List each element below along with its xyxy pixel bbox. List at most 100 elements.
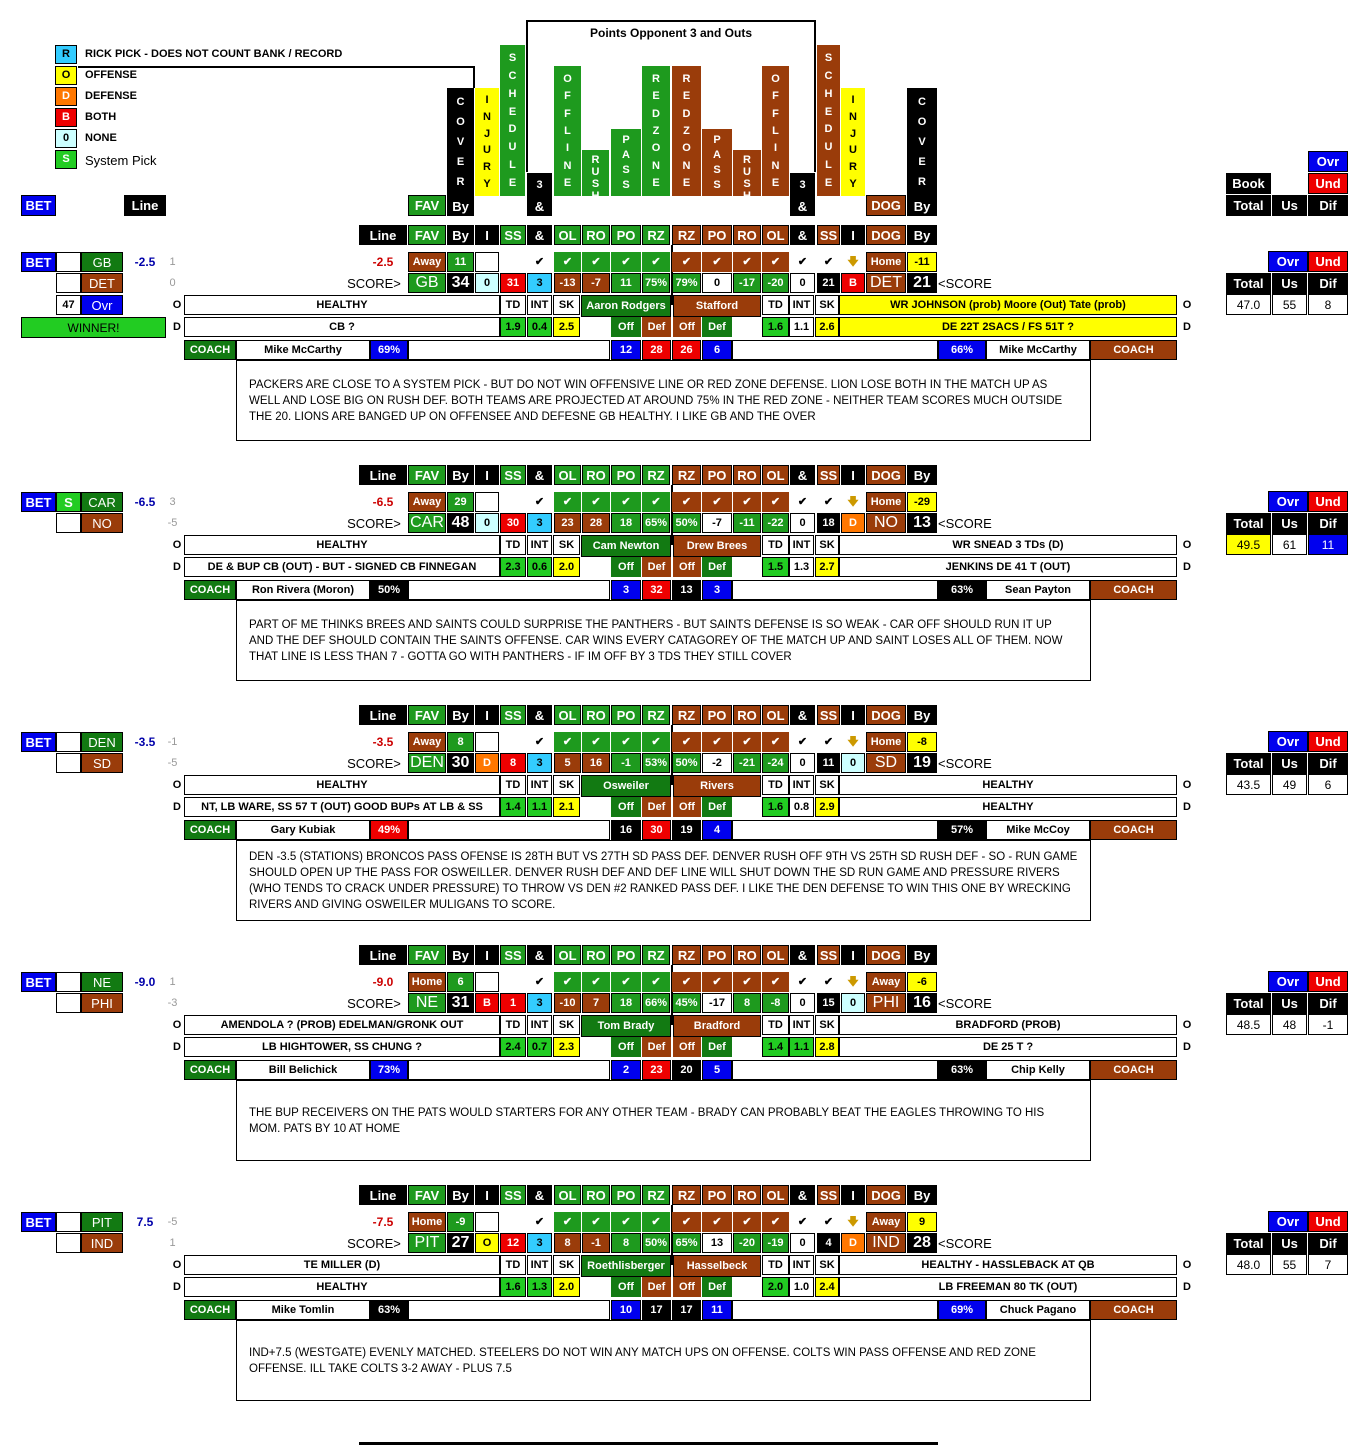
check-cell: ✔ [554,492,581,512]
bet-label[interactable]: BET [21,732,56,752]
vertical-letter: S [713,163,721,176]
dog-defense-injury: HEALTHY [839,797,1177,817]
column-header: RO [733,465,761,485]
legend-label: OFFENSE [85,69,137,81]
fav-indicator: B [475,993,499,1013]
fav-line: -3.5 [134,735,156,749]
ovr-label: Ovr [1268,251,1308,272]
vertical-letter: A [713,149,721,162]
line-a: 1 [169,255,176,268]
bet-label[interactable]: BET [21,252,56,272]
td-label: TD [500,1255,526,1275]
column-header: SS [500,705,526,725]
column-header: RO [582,705,610,725]
dog-td: 1.4 [762,1037,789,1057]
def-label: Def [642,317,671,337]
book-total: 48.0 [1226,1254,1271,1275]
dog-indicator: 0 [841,753,865,773]
check-cell: ✔ [554,1212,581,1232]
dog-defense-injury: JENKINS DE 41 T (OUT) [839,557,1177,577]
column-header: OL [762,705,789,725]
check-cell: ✔ [702,1212,732,1232]
us-total: 48 [1272,1014,1307,1035]
vertical-letter: U [849,144,857,157]
td-label: TD [500,775,526,795]
check-cell: ✔ [527,492,552,512]
score-cell: 8 [554,1233,581,1253]
fav-td: 1.6 [500,1277,526,1297]
score-cell: -20 [762,273,789,293]
analysis-note: DEN -3.5 (STATIONS) BRONCOS PASS OFENSE … [236,840,1091,921]
line-b: 1 [169,1236,176,1249]
vertical-letter: R [682,72,691,85]
score-cell: -7 [582,273,610,293]
blank-bar [408,340,610,360]
venue-dog: Home [866,732,906,752]
def-label: Def [702,797,732,817]
bet-label[interactable]: BET [21,1212,56,1232]
column-header: SS [500,945,526,965]
fav-score: 31 [447,993,474,1013]
venue-fav: Home [408,1212,446,1232]
o-label: O [1182,778,1192,791]
score-cell: 11 [817,753,840,773]
arrow-cell: 🡇 [847,735,859,748]
check-cell: ✔ [554,252,581,272]
by-dog: -8 [907,732,937,752]
dog-int: 1.1 [789,1037,814,1057]
vertical-letter: L [772,124,779,137]
amp-header: & [527,196,552,216]
venue-fav: Away [408,732,446,752]
vertical-letter: R [483,160,491,173]
points-box-top [526,20,816,22]
column-header: FAV [408,465,446,485]
by-fav: 11 [447,252,474,272]
off-label: Off [611,317,641,337]
score-cell: -8 [762,993,789,1013]
def-label: Def [702,317,732,337]
line-a: 1 [169,975,176,988]
us-label: Us [1272,513,1307,534]
bet-label[interactable]: BET [21,972,56,992]
check-cell: ✔ [790,972,815,992]
next-header [359,1442,938,1445]
column-header: PO [611,945,641,965]
dog-score-team: SD [866,753,906,773]
coach-dog: Mike McCoy [986,820,1090,840]
blank [56,513,81,533]
score-label-right: <SCORE [938,995,992,1011]
check-cell: ✔ [582,252,610,272]
fav-team: CAR [81,492,123,512]
column-header: & [790,945,815,965]
venue-fav: Home [408,972,446,992]
vertical-letter: Z [652,124,660,137]
column-header: PO [702,1185,732,1205]
fav-indicator: 0 [475,273,499,293]
column-header: OL [554,705,581,725]
coach-fav: Mike McCarthy [236,340,370,360]
sk-label: SK [815,1255,839,1275]
bet-label[interactable]: BET [21,492,56,512]
int-label: INT [527,295,552,315]
line-a: -5 [167,1215,178,1228]
us-total: 55 [1272,1254,1307,1275]
fav-defense-injury: DE & BUP CB (OUT) - BUT - SIGNED CB FINN… [184,557,500,577]
column-header: & [790,705,815,725]
column-header: I [841,945,865,965]
system-pick-cell [56,972,81,992]
dog-td: 2.0 [762,1277,789,1297]
fav-offense-injury: HEALTHY [184,775,500,795]
dif-label: Dif [1308,753,1348,774]
fav-td: 2.4 [500,1037,526,1057]
line-value: -7.5 [372,1215,394,1229]
column-header: I [841,465,865,485]
total-label: Total [1226,993,1271,1014]
score-cell: 3 [527,273,552,293]
column-header: FAV [408,1185,446,1205]
sk-label: SK [815,1015,839,1035]
column-header: OL [554,945,581,965]
check-cell: ✔ [611,972,641,992]
venue-dog: Away [866,972,906,992]
